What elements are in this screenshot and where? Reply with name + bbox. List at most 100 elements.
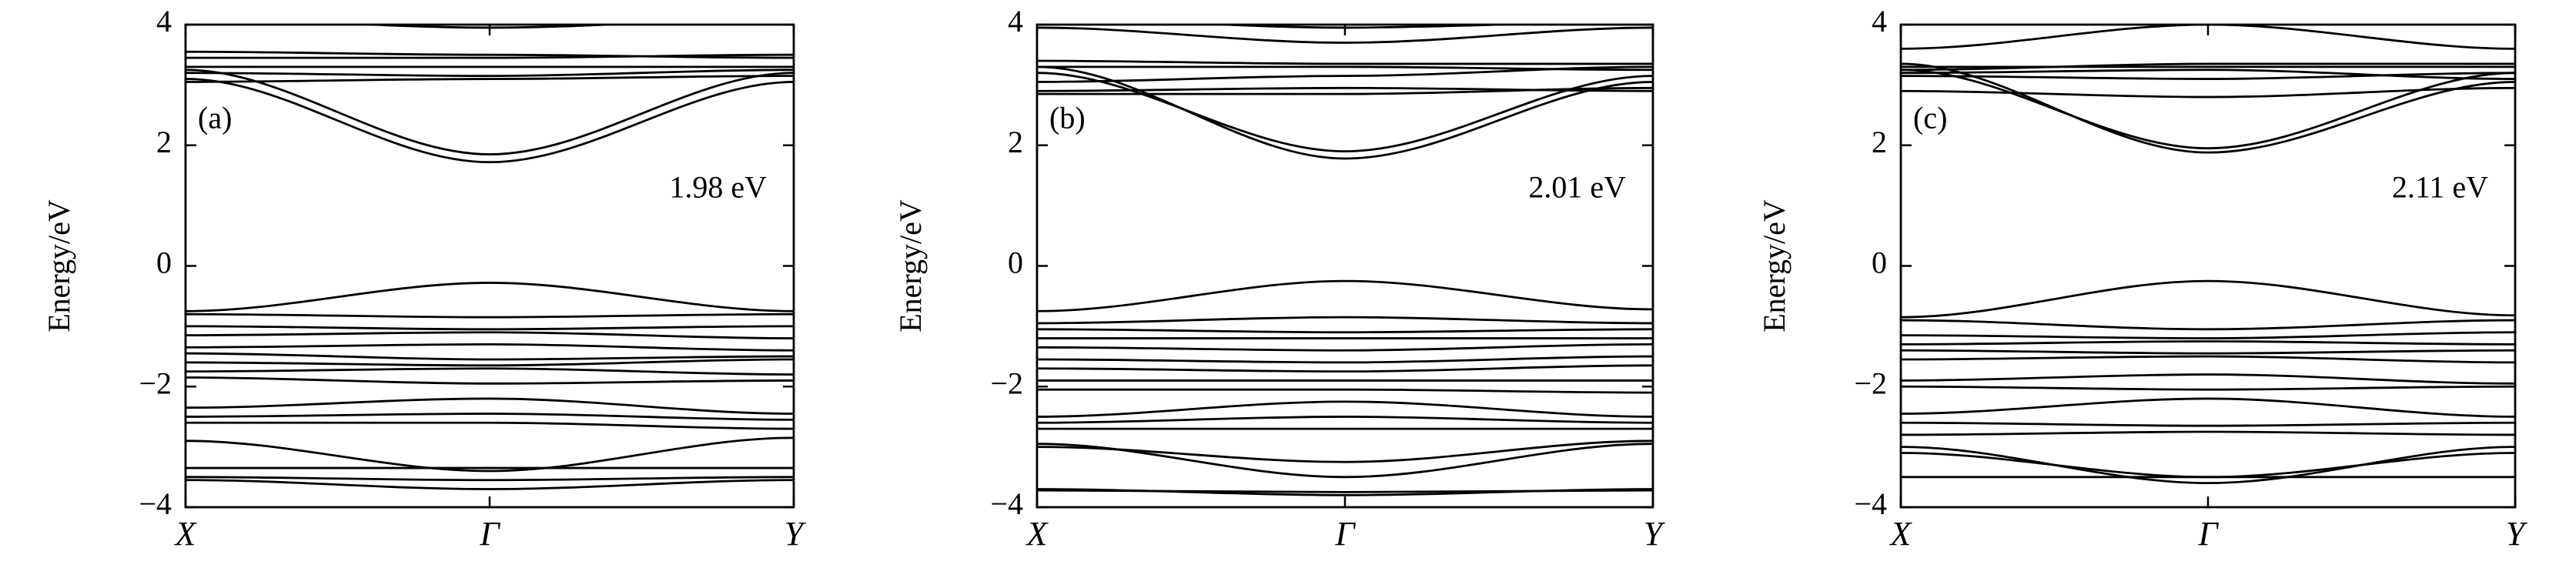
y-axis-label: Energy/eV [1757,199,1791,332]
panel-label: (a) [198,101,232,135]
y-tick-label: −4 [990,486,1023,521]
x-tick-label: Y [1644,515,1666,553]
x-tick-label: Y [785,515,807,553]
y-tick-label: 4 [1872,4,1887,38]
band [1901,430,2515,436]
band [1037,65,1653,83]
band [186,421,794,430]
band [1901,62,2515,154]
panel-label: (c) [1913,101,1947,135]
band [1037,439,1653,463]
band [1037,443,1653,479]
band [186,358,794,367]
band [186,479,794,490]
band [1901,385,2515,391]
band [1037,279,1653,312]
band [186,312,794,319]
band [1037,59,1653,65]
y-tick-label: 4 [1008,4,1023,38]
y-tick-label: 0 [1872,246,1887,280]
band [186,413,794,421]
band [1901,452,2515,479]
band [1200,25,1537,29]
x-tick-label: Γ [1334,515,1356,553]
y-tick-label: 2 [1008,125,1023,159]
y-tick-label: 0 [156,246,172,280]
band [1037,26,1653,44]
band [1901,25,2515,50]
band [1901,68,2515,80]
band [186,75,794,83]
band [1901,397,2515,418]
x-tick-label: Γ [479,515,500,553]
gap-label: 1.98 eV [669,170,767,205]
band [1901,446,2515,485]
band [1037,488,1653,496]
band [186,282,794,312]
band [186,367,794,376]
band [1037,416,1653,424]
panel: −4 −2 0 2 4 X Γ Y Energy/eV (a) 1.98 eV [42,4,807,553]
x-tick-label: X [174,515,198,553]
gap-label: 2.01 eV [1528,170,1626,205]
x-tick-label: X [1889,515,1913,553]
band [1037,342,1653,352]
band [186,352,794,361]
band [1037,355,1653,364]
band [186,50,794,59]
y-tick-label: 2 [156,125,172,159]
band [186,476,794,482]
band [186,436,794,473]
band [1901,279,2515,319]
band [186,397,794,415]
band [186,78,794,164]
y-tick-label: 2 [1872,125,1887,159]
y-tick-label: −2 [1854,366,1887,400]
plot-frame [1899,23,2517,509]
x-tick-label: Γ [2197,515,2219,553]
band [1901,340,2515,346]
band [1037,328,1653,334]
band [186,325,794,331]
band [1037,65,1653,160]
band [186,331,794,339]
band [186,68,794,155]
band [1901,355,2515,364]
band [1037,86,1653,95]
band [1901,72,2515,80]
gap-label: 2.11 eV [2392,170,2488,205]
band [1037,400,1653,418]
plot-frame [184,23,795,509]
panel: −4 −2 0 2 4 X Γ Y Energy/eV (c) 2.11 eV [1757,4,2528,553]
y-tick-label: 4 [156,4,172,38]
band [186,376,794,385]
y-axis-label: Energy/eV [893,199,928,332]
band [1901,331,2515,339]
y-tick-label: −4 [1854,486,1887,521]
panel-label: (b) [1049,101,1086,135]
x-tick-label: X [1025,515,1049,553]
x-tick-label: Y [2506,515,2528,553]
band [1901,421,2515,427]
band [1037,364,1653,373]
band [1901,319,2515,331]
y-tick-label: 0 [1008,246,1023,280]
band [186,68,794,78]
plot-frame [1035,23,1654,509]
y-tick-label: −2 [139,366,172,400]
band [1901,373,2515,385]
y-tick-label: −4 [139,486,172,521]
band [1901,349,2515,355]
band [1037,388,1653,394]
band [186,342,794,352]
y-tick-label: −2 [990,366,1023,400]
band [1901,62,2515,72]
band [1037,72,1653,152]
y-axis-label: Energy/eV [42,199,76,332]
band [347,25,632,29]
band [1901,86,2515,99]
panel: −4 −2 0 2 4 X Γ Y Energy/eV (b) 2.01 eV [893,4,1666,553]
band [1901,68,2515,150]
band [186,53,794,59]
